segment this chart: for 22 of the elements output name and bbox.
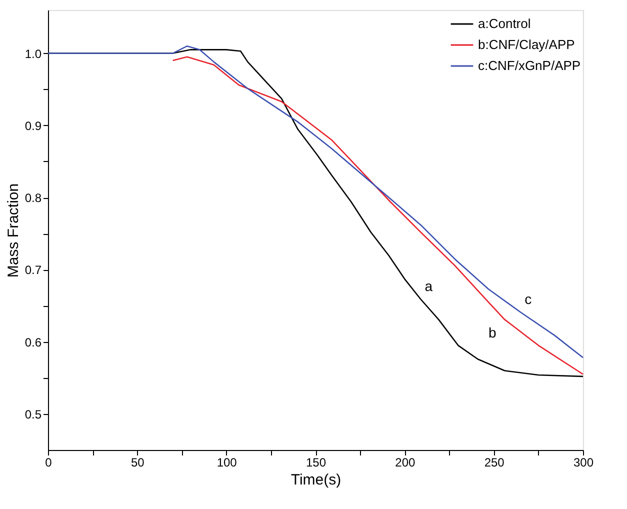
y-axis-title: Mass Fraction <box>4 183 22 278</box>
x-axis-title: Time(s) <box>290 472 342 488</box>
legend-label: a:Control <box>478 16 531 31</box>
x-tick-label: 50 <box>130 456 145 470</box>
y-tick-label: 0.9 <box>24 118 42 133</box>
annotation: b <box>488 324 497 340</box>
annotation: c <box>524 291 532 308</box>
line-series <box>172 56 584 375</box>
y-tick-label: 1.0 <box>24 46 42 61</box>
annotation: a <box>424 278 433 294</box>
x-tick-label: 150 <box>306 456 326 470</box>
y-tick-label: 0.5 <box>24 407 42 422</box>
x-tick-label: 0 <box>45 456 52 470</box>
x-tick-label: 250 <box>484 456 505 470</box>
y-tick-label: 0.6 <box>24 335 42 350</box>
x-tick-label: 100 <box>216 456 238 470</box>
x-tick-label: 300 <box>573 456 594 470</box>
y-tick-label: 0.8 <box>24 191 42 206</box>
legend-label: c:CNF/xGnP/APP <box>478 58 581 73</box>
y-tick-label: 0.7 <box>24 263 42 278</box>
x-tick-label: 200 <box>395 456 416 470</box>
legend-label: b:CNF/Clay/APP <box>478 37 575 52</box>
